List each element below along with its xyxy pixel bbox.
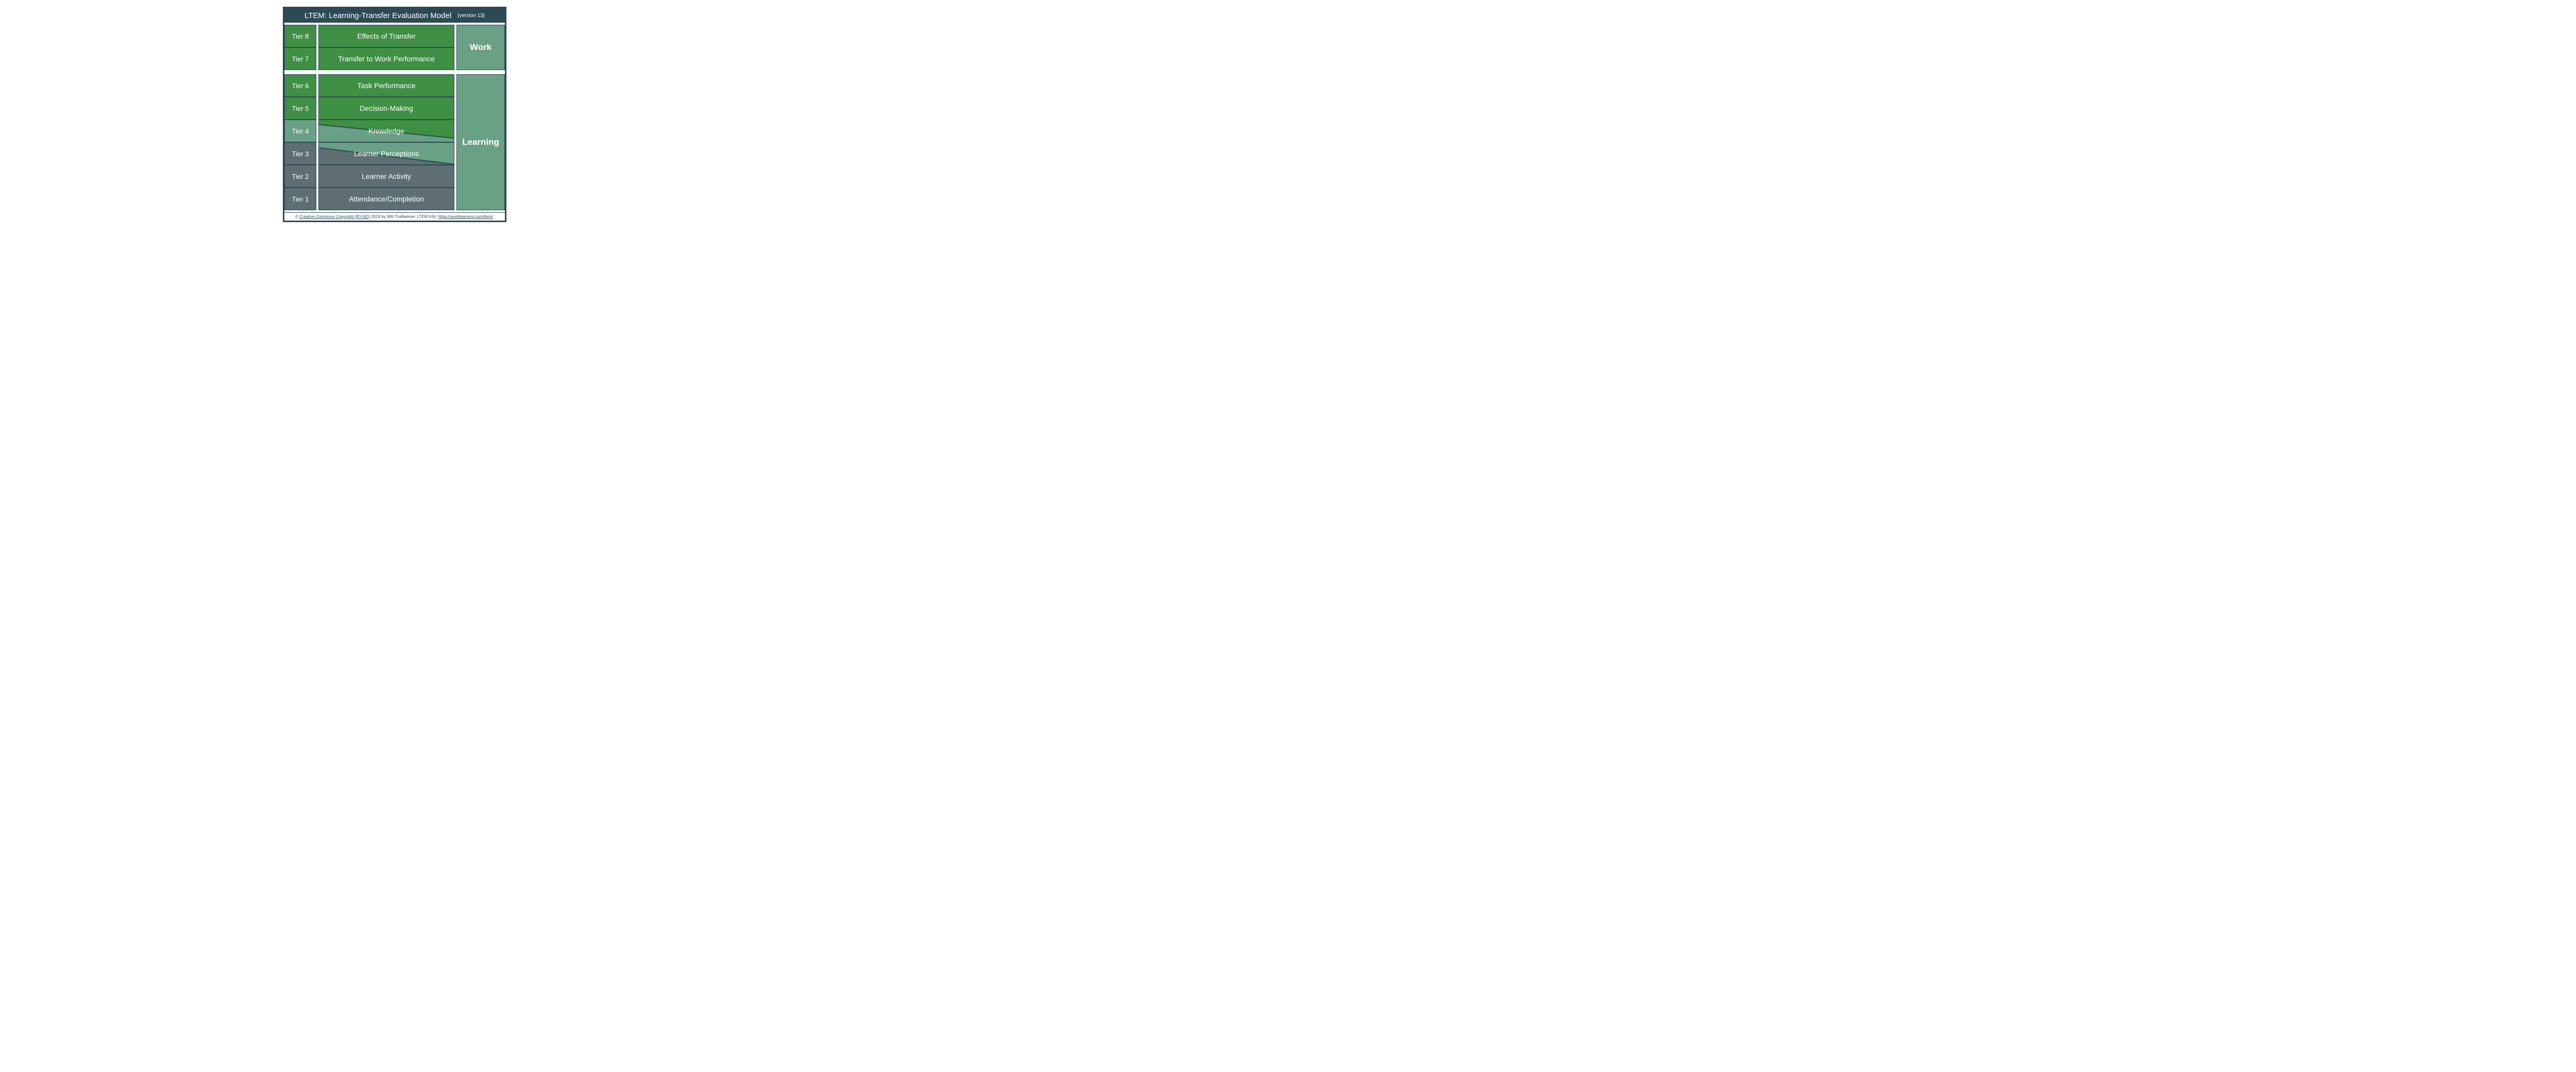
tier-2-label-cell: Tier 2	[284, 165, 316, 188]
tier-5-desc-cell: Decision-Making	[318, 97, 454, 120]
tier-1-label-cell: Tier 1	[284, 188, 316, 210]
tier-5-label-cell: Tier 5	[284, 97, 316, 120]
header-bar: LTEM: Learning-Transfer Evaluation Model…	[284, 8, 505, 23]
tier-4-label-cell: Tier 4	[284, 120, 316, 142]
header-title: LTEM: Learning-Transfer Evaluation Model	[304, 11, 451, 20]
footer-text: © Creative Commons Copyright (BY-ND) 202…	[295, 214, 494, 219]
tier-4-desc-cell: Knowledge	[318, 120, 454, 142]
learning-context-label: Learning	[462, 137, 499, 147]
tier-4-label: Tier 4	[292, 127, 309, 135]
tier-8-desc: Effects of Transfer	[357, 32, 415, 40]
tier-1-desc: Attendance/Completion	[349, 195, 424, 203]
footer-prefix: ©	[295, 214, 299, 219]
tier-3-label-cell: Tier 3	[284, 142, 316, 165]
tier-8-desc-cell: Effects of Transfer	[318, 25, 454, 47]
tier-7-label: Tier 7	[292, 55, 309, 63]
tier-6-label: Tier 6	[292, 82, 309, 90]
tier-2-desc-cell: Learner Activity	[318, 165, 454, 188]
tier-6-label-cell: Tier 6	[284, 74, 316, 97]
footer-link-ltem[interactable]: https://worklearning.com/ltem/	[438, 214, 493, 219]
tier-5-desc: Decision-Making	[360, 104, 413, 112]
tier-7-label-cell: Tier 7	[284, 47, 316, 70]
ltem-frame: LTEM: Learning-Transfer Evaluation Model…	[283, 7, 506, 222]
learning-context-cell: Learning	[456, 74, 505, 210]
header-version: (version 13)	[457, 13, 485, 19]
tier-2-desc: Learner Activity	[362, 172, 411, 180]
work-context-label: Work	[470, 42, 492, 53]
tier-6-desc-cell: Task Performance	[318, 74, 454, 97]
tier-3-label: Tier 3	[292, 150, 309, 158]
footer-middle: 2024 by Will Thalheimer. LTEM Info:	[370, 214, 438, 219]
tier-2-label: Tier 2	[292, 173, 309, 180]
tier-4-desc: Knowledge	[368, 127, 404, 135]
tier-7-desc-cell: Transfer to Work Performance	[318, 47, 454, 70]
footer-bar: © Creative Commons Copyright (BY-ND) 202…	[284, 212, 505, 221]
tier-6-desc: Task Performance	[358, 81, 416, 90]
work-context-cell: Work	[456, 25, 505, 70]
tier-1-label: Tier 1	[292, 195, 309, 203]
tier-7-desc: Transfer to Work Performance	[338, 55, 435, 63]
tier-8-label: Tier 8	[292, 32, 309, 40]
tier-3-desc-cell: Learner Perceptions	[318, 142, 454, 165]
footer-suffix: .	[493, 214, 494, 219]
tier-8-label-cell: Tier 8	[284, 25, 316, 47]
tier-1-desc-cell: Attendance/Completion	[318, 188, 454, 210]
footer-link-cc[interactable]: Creative Commons Copyright (BY-ND)	[299, 214, 370, 219]
tier-3-desc: Learner Perceptions	[354, 149, 419, 158]
tier-5-label: Tier 5	[292, 105, 309, 112]
